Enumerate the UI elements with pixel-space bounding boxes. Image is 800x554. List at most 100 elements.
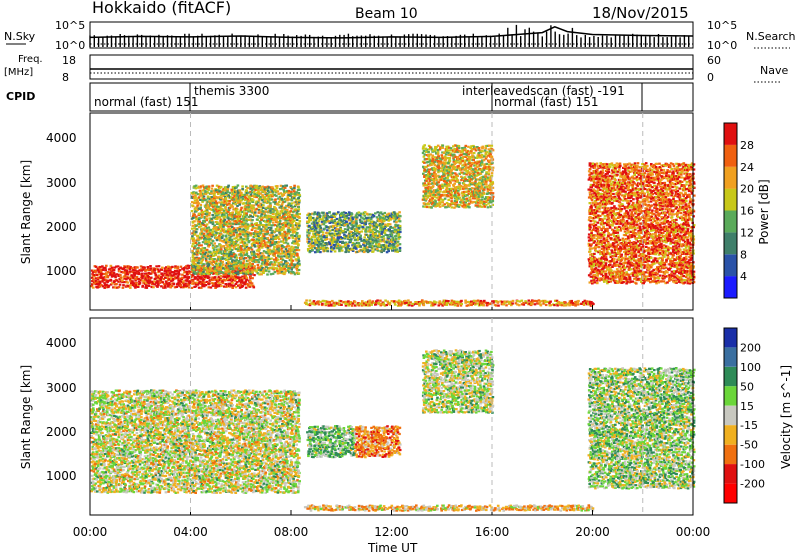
power-cell — [210, 272, 213, 275]
power-cell — [208, 269, 212, 272]
power-cell — [214, 245, 218, 248]
power-cell — [208, 214, 211, 217]
power-cell — [204, 284, 208, 287]
power-cell — [212, 270, 216, 273]
power-cell — [481, 145, 485, 148]
power-cell — [187, 286, 191, 289]
power-cell — [232, 240, 236, 244]
power-cell — [441, 144, 445, 147]
power-cell — [240, 237, 244, 240]
power-cell — [295, 218, 299, 221]
power-cell — [238, 199, 242, 202]
power-cell — [97, 268, 100, 271]
power-cell — [198, 236, 202, 239]
power-cell — [250, 282, 254, 285]
power-cell — [98, 282, 102, 285]
power-cell — [246, 235, 250, 238]
power-cell — [152, 286, 155, 289]
power-cell — [132, 269, 135, 272]
power-cell — [237, 249, 241, 252]
power-cell — [225, 262, 229, 265]
power-cell — [365, 226, 369, 229]
power-cell — [212, 249, 216, 252]
power-cell — [231, 222, 234, 225]
power-cell — [98, 270, 102, 273]
power-cell — [141, 284, 145, 287]
power-cell — [297, 192, 301, 195]
power-cell — [196, 200, 199, 203]
power-cell — [239, 217, 243, 221]
power-cell — [166, 275, 169, 278]
power-cell — [232, 228, 235, 231]
power-cell — [322, 211, 325, 214]
power-cell — [230, 256, 233, 259]
power-cell — [231, 260, 234, 263]
power-cell — [211, 205, 215, 208]
power-cell — [431, 175, 435, 178]
power-cell — [245, 252, 249, 255]
power-cell — [191, 274, 195, 277]
power-cell — [120, 271, 123, 274]
power-cell — [282, 227, 285, 230]
power-cell — [382, 235, 385, 238]
power-cell — [197, 259, 201, 262]
power-cell — [466, 169, 470, 172]
power-cell — [210, 278, 213, 281]
power-cell — [298, 212, 301, 216]
power-cell — [245, 278, 249, 281]
power-cell — [318, 235, 322, 238]
power-cell — [191, 232, 194, 235]
power-cell — [228, 236, 232, 240]
power-cell — [308, 224, 311, 227]
power-cell — [159, 279, 162, 282]
power-cell — [287, 255, 291, 258]
power-cell — [195, 282, 198, 285]
power-cell — [117, 274, 120, 278]
power-cell — [398, 224, 402, 228]
power-cell — [224, 275, 227, 278]
power-cell — [207, 245, 211, 248]
power-cell — [213, 258, 216, 261]
power-cell — [246, 226, 250, 229]
power-cell — [441, 201, 444, 204]
power-cell — [278, 212, 282, 215]
power-cell — [218, 201, 221, 204]
power-cell — [397, 233, 401, 236]
power-cell — [275, 187, 279, 190]
power-cell — [481, 163, 484, 166]
power-cell — [239, 241, 242, 244]
power-cell — [195, 215, 198, 218]
power-cell — [272, 221, 275, 224]
power-cell — [270, 257, 273, 260]
power-cell — [298, 220, 302, 223]
power-cell — [487, 172, 490, 175]
power-cell — [222, 263, 225, 266]
power-cell — [157, 274, 161, 277]
power-cell — [166, 273, 169, 276]
power-cell — [159, 268, 163, 271]
power-cell — [227, 210, 230, 213]
power-cell — [101, 265, 104, 268]
power-cell — [268, 234, 272, 237]
power-cell — [438, 186, 442, 189]
power-cell — [312, 213, 316, 216]
power-cell — [238, 286, 242, 289]
power-cell — [197, 286, 201, 289]
power-cell — [244, 226, 247, 230]
power-cell — [215, 285, 219, 288]
power-cell — [230, 248, 234, 251]
power-cell — [453, 201, 456, 204]
power-cell — [249, 193, 253, 196]
power-cell — [202, 263, 205, 266]
power-cell — [222, 217, 226, 220]
power-cell — [240, 278, 244, 281]
power-cell — [92, 278, 95, 281]
power-cell — [115, 273, 119, 276]
power-cell — [117, 268, 121, 271]
power-cell — [203, 281, 206, 284]
power-cell — [221, 234, 225, 237]
power-cell — [238, 227, 242, 230]
power-cell — [91, 270, 95, 273]
power-cell — [293, 216, 297, 219]
power-cell — [190, 227, 194, 230]
